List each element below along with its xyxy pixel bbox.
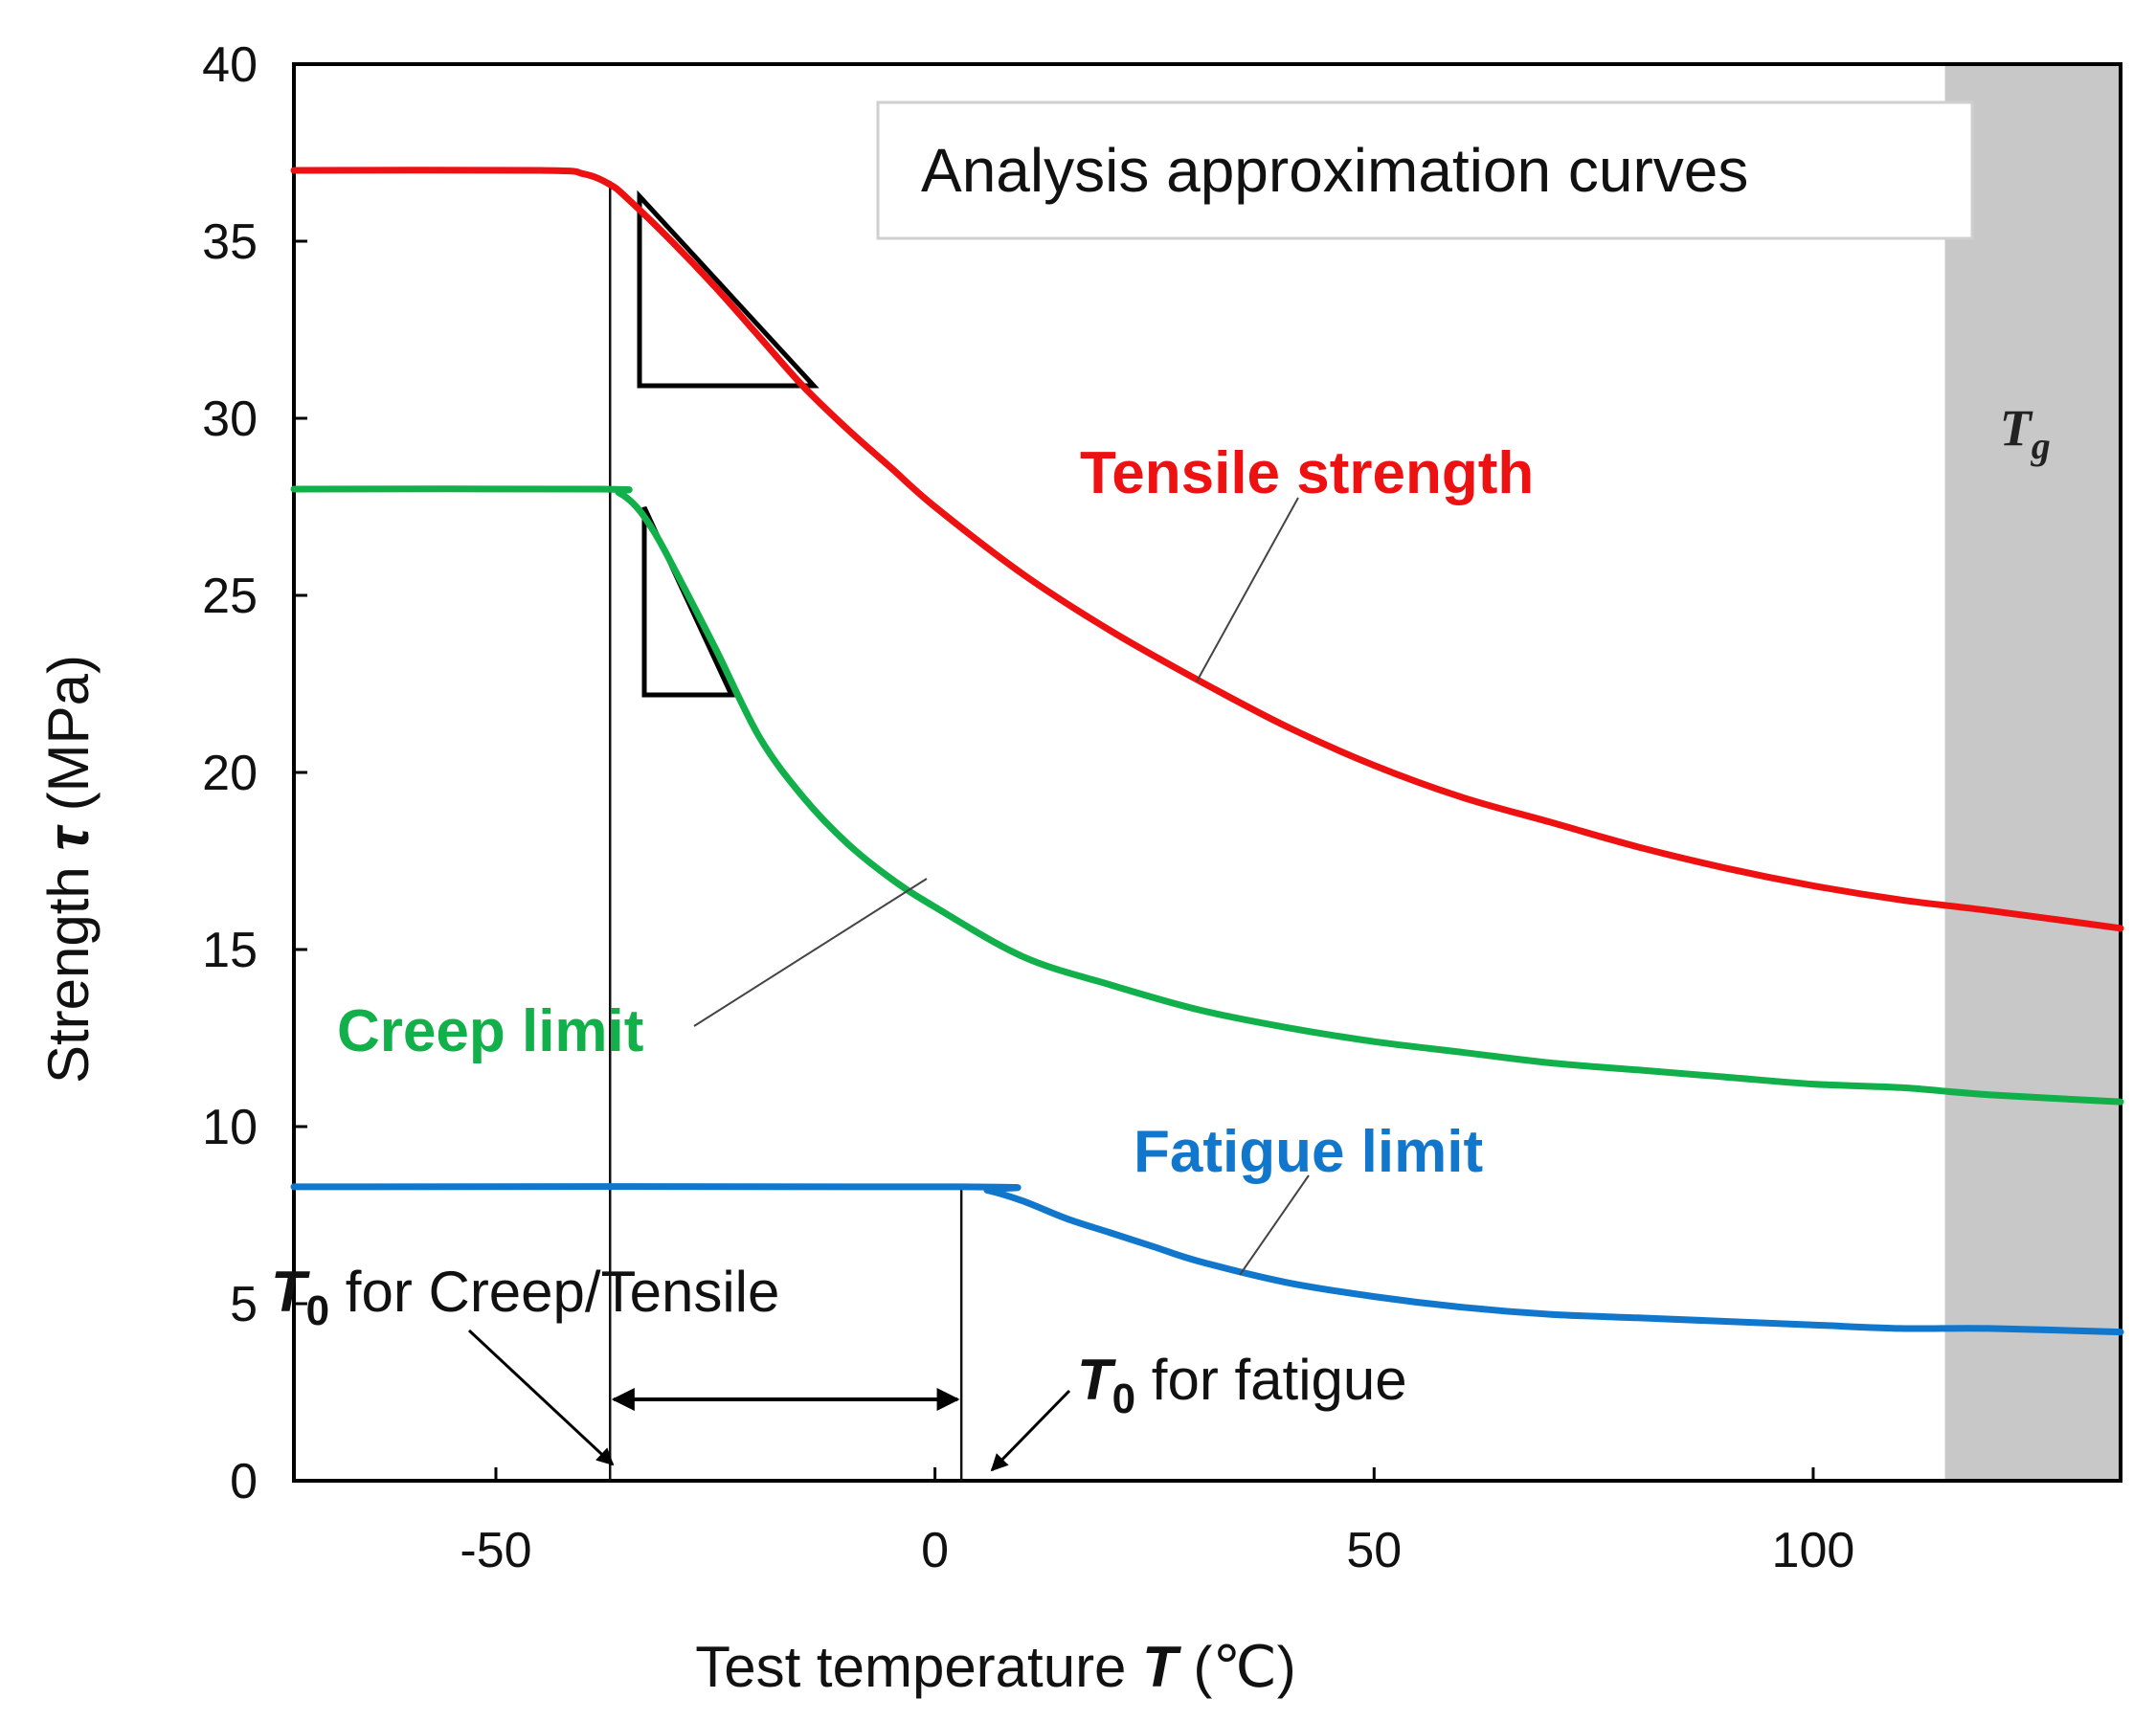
y-tick-label: 20 [202, 746, 258, 801]
y-tick-label: 15 [202, 923, 258, 978]
y-axis-title: Strength τ (MPa) [36, 655, 101, 1084]
tensile-strength-curve [290, 167, 2124, 932]
tg-label: Tg [2000, 399, 2051, 467]
tensile-leader-line [1196, 497, 1299, 682]
creep-leader-line [693, 878, 928, 1027]
fatigue-limit-label: Fatigue limit [1134, 1119, 1483, 1185]
y-tick-label: 0 [230, 1454, 258, 1509]
legend-text: Analysis approximation curves [921, 136, 1748, 205]
x-tick-label: 100 [1772, 1523, 1855, 1578]
t0-fatigue-pointer-arrow [990, 1389, 1071, 1472]
tensile-strength-label: Tensile strength [1080, 440, 1534, 506]
y-tick-label: 5 [230, 1277, 258, 1332]
y-tick-label: 25 [202, 569, 258, 624]
creep-limit-curve [290, 485, 2124, 1106]
y-tick-label: 30 [202, 391, 258, 447]
y-tick-label: 35 [202, 214, 258, 270]
x-tick-label: -50 [460, 1523, 531, 1578]
y-tick-label: 10 [202, 1100, 258, 1155]
y-axis-ticks: 0 5 10 15 20 25 30 35 40 [202, 37, 307, 1509]
x-axis-title: Test temperature T (℃) [695, 1635, 1296, 1699]
tg-shaded-region [1944, 64, 2121, 1481]
legend-box [876, 101, 1974, 240]
fatigue-limit-curve [290, 1183, 2124, 1336]
x-axis-ticks: -50 0 50 100 [460, 1467, 1854, 1578]
series-group [290, 167, 2124, 1336]
x-tick-label: 0 [921, 1523, 949, 1578]
slope-triangle-tensile [637, 190, 820, 389]
t0-creep-tensile-annotation: T0 for Creep/Tensile [271, 1260, 779, 1334]
t0-fatigue-annotation: T0 for fatigue [1077, 1348, 1407, 1422]
y-tick-label: 40 [202, 37, 258, 93]
fatigue-leader-line [1239, 1174, 1310, 1276]
creep-limit-label: Creep limit [337, 998, 643, 1064]
t0-creep-pointer-arrow [467, 1329, 615, 1466]
x-tick-label: 50 [1346, 1523, 1402, 1578]
